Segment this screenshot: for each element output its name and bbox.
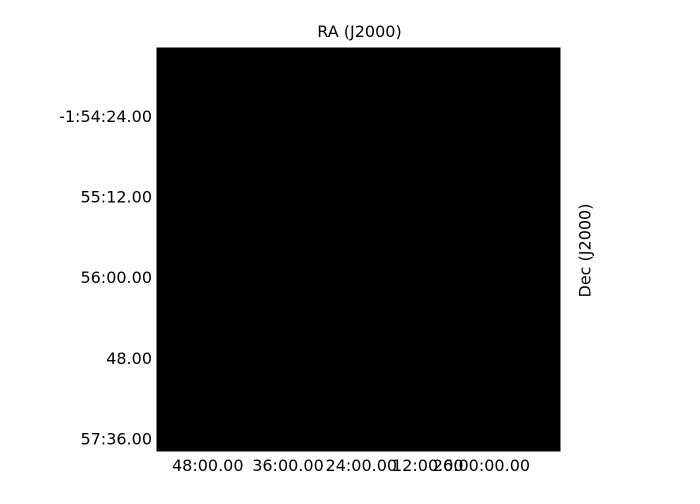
dec-axis-label: Dec (J2000) (576, 204, 595, 298)
ra-tick-label: 36:00.00 (252, 456, 324, 475)
sky-image (156, 47, 561, 452)
ra-axis-label: RA (J2000) (317, 22, 401, 41)
dec-tick-group: -1:54:24.00 55:12.00 56:00.00 48.00 57:36.00 (59, 107, 152, 448)
dec-tick-label: 56:00.00 (80, 268, 152, 287)
ra-tick-label: 26:00:00.00 (433, 456, 530, 475)
ra-tick-label: 48:00.00 (172, 456, 244, 475)
dec-tick-label: 48.00 (106, 349, 152, 368)
dec-tick-label: 55:12.00 (80, 188, 152, 207)
ra-tick-label: 24:00.00 (326, 456, 398, 475)
ra-tick-label: 12:00.00 (392, 456, 464, 475)
dec-tick-label: -1:54:24.00 (59, 107, 152, 126)
dec-tick-label: 57:36.00 (80, 429, 152, 448)
ra-tick-group: 48:00.00 36:00.00 24:00.0012:00.0026:00:00… (172, 456, 530, 475)
